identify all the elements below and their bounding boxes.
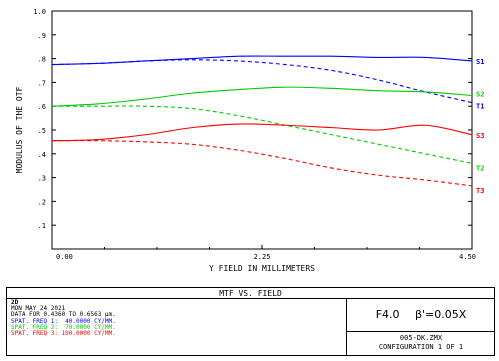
f-number: F4.0 bbox=[375, 308, 400, 321]
configuration-label: CONFIGURATION 1 OF 1 bbox=[378, 343, 464, 351]
series-line-t1 bbox=[51, 59, 473, 104]
analysis-info: 2D MON MAY 24 2021 DATA FOR 0.4360 TO 0.… bbox=[11, 299, 341, 338]
y-axis: 1.0 .9 .8 .7 .6 .5 .4 .3 .2 .1 bbox=[33, 8, 472, 230]
y-tick-label: .9 bbox=[38, 32, 46, 40]
series-line-t3 bbox=[51, 140, 473, 187]
panel-title: MTF VS. FIELD bbox=[7, 288, 494, 299]
series-label-t1: T1 bbox=[476, 103, 484, 111]
series-label-s2: S2 bbox=[476, 90, 484, 98]
y-tick-label: .2 bbox=[38, 198, 46, 206]
series-line-t2 bbox=[51, 105, 473, 164]
series-label-t2: T2 bbox=[476, 164, 484, 172]
file-name: 005-DK.ZMX bbox=[399, 334, 443, 342]
series-line-s2 bbox=[51, 86, 473, 107]
x-tick-label: 0.00 bbox=[56, 253, 73, 261]
series-label-s3: S3 bbox=[476, 132, 484, 140]
lens-parameters: F4.0 β'=0.05X bbox=[347, 299, 495, 331]
y-tick-label: .5 bbox=[38, 127, 46, 135]
y-tick-label: .8 bbox=[38, 56, 46, 64]
info-panel: MTF VS. FIELD 2D MON MAY 24 2021 DATA FO… bbox=[6, 287, 495, 356]
x-tick-label: 2.25 bbox=[254, 253, 271, 261]
y-tick-label: 1.0 bbox=[33, 8, 46, 16]
y-tick-label: .7 bbox=[38, 79, 46, 87]
dimension-label: 2D bbox=[11, 299, 19, 306]
series-line-s3 bbox=[51, 123, 473, 142]
y-axis-title: MODULUS OF THE OTF bbox=[15, 86, 24, 173]
mtf-chart: 1.0.9.8.7.6.5.4.3.2.1 0.00 2.25 4.50 S1T1S… bbox=[15, 8, 484, 273]
series-line-s1 bbox=[51, 55, 473, 66]
magnification: β'=0.05X bbox=[415, 308, 467, 321]
y-tick-label: .6 bbox=[38, 103, 46, 111]
date-label: MON MAY 24 2021 bbox=[11, 305, 66, 313]
series-labels: S1 T1 S2 T2 S3 T3 bbox=[476, 58, 484, 195]
y-tick-label: .3 bbox=[38, 175, 46, 183]
wavelength-range: DATA FOR 0.4360 TO 0.6563 µm. bbox=[11, 311, 116, 319]
file-info: 005-DK.ZMX CONFIGURATION 1 OF 1 bbox=[347, 332, 495, 356]
x-tick-label: 4.50 bbox=[459, 253, 476, 261]
series-label-s1: S1 bbox=[476, 58, 484, 66]
spatial-frequency-2: SPAT. FREQ 2: 70.0000 CY/MM. bbox=[11, 323, 116, 331]
y-tick-label: .1 bbox=[38, 222, 46, 230]
plot-frame bbox=[51, 10, 473, 250]
y-tick-label: .4 bbox=[38, 151, 46, 159]
spatial-frequency-1: SPAT. FREQ 1: 40.0000 CY/MM. bbox=[11, 317, 116, 325]
spatial-frequency-3: SPAT. FREQ 3: 100.0000 CY/MM. bbox=[11, 330, 116, 338]
series-label-t3: T3 bbox=[476, 187, 484, 195]
x-axis: 0.00 2.25 4.50 bbox=[51, 245, 476, 261]
series-lines bbox=[51, 55, 473, 187]
x-axis-title: Y FIELD IN MILLIMETERS bbox=[209, 264, 315, 273]
panel-divider-vertical bbox=[346, 299, 347, 356]
panel-divider-horizontal bbox=[346, 331, 495, 332]
